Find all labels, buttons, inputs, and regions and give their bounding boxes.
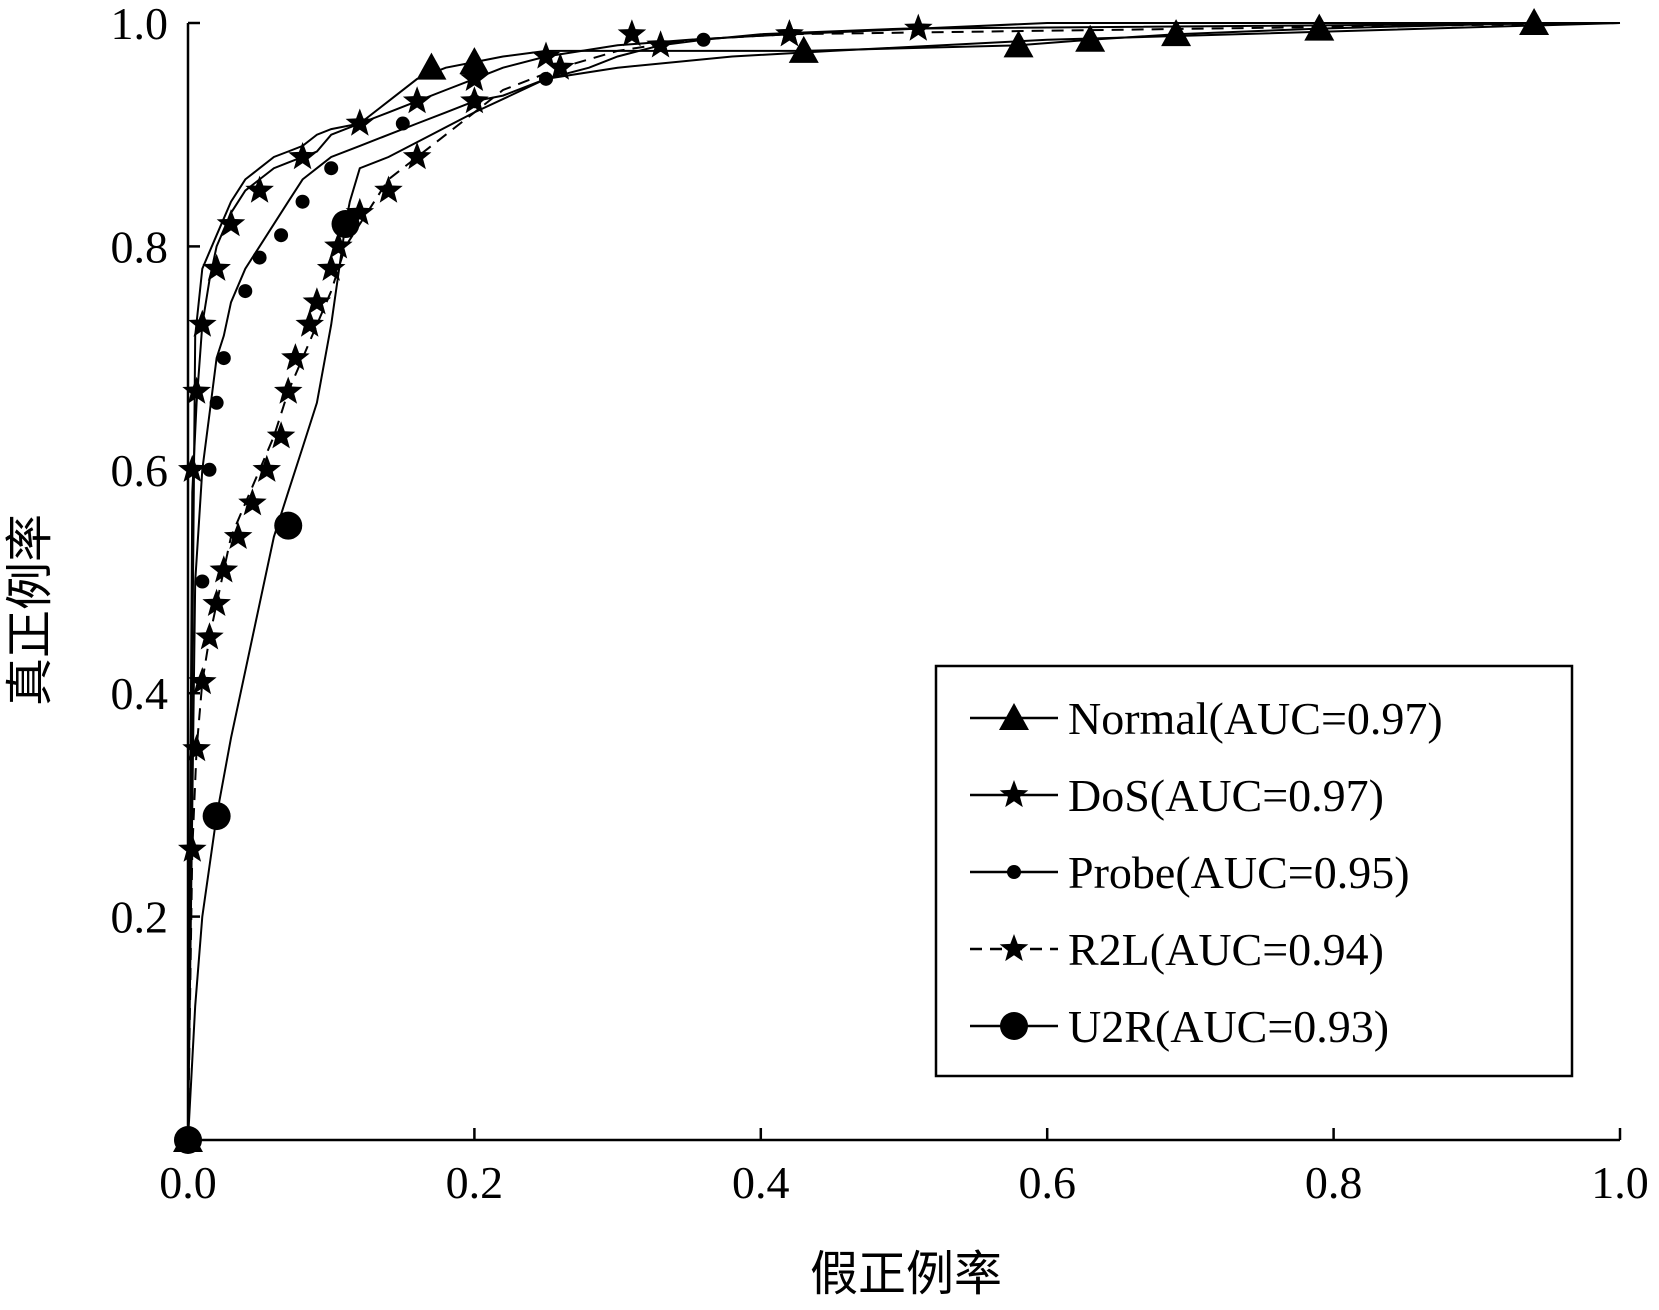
dot-marker <box>539 71 553 86</box>
star-marker <box>904 13 933 41</box>
dot-marker <box>209 395 224 410</box>
star-marker <box>245 175 274 203</box>
circle-marker <box>202 802 231 831</box>
legend-label: U2R(AUC=0.93) <box>1068 1001 1389 1052</box>
y-tick-label: 0.4 <box>111 668 169 719</box>
star-marker <box>295 309 324 337</box>
x-tick-label: 0.6 <box>1018 1157 1076 1208</box>
star-marker <box>460 63 489 91</box>
star-marker <box>274 376 303 404</box>
dot-marker <box>324 161 339 176</box>
circle-marker <box>331 210 360 239</box>
star-marker <box>402 86 432 114</box>
star-marker <box>202 253 231 281</box>
dot-marker <box>1007 865 1021 879</box>
triangle-marker <box>1161 19 1192 47</box>
star-marker <box>460 86 489 114</box>
dot-marker <box>216 351 231 366</box>
x-tick-label: 1.0 <box>1591 1157 1649 1208</box>
axes <box>186 21 1622 1142</box>
x-tick-label: 0.4 <box>732 1157 790 1208</box>
star-marker <box>238 488 267 516</box>
star-marker <box>999 934 1029 962</box>
star-marker <box>182 376 211 404</box>
legend-item: Probe(AUC=0.95) <box>970 847 1410 898</box>
dot-marker <box>295 194 310 209</box>
triangle-marker <box>416 52 447 80</box>
triangle-marker <box>999 703 1029 730</box>
star-marker <box>216 209 246 237</box>
legend-label: R2L(AUC=0.94) <box>1068 924 1384 975</box>
triangle-marker <box>1003 30 1034 58</box>
star-marker <box>302 287 332 315</box>
star-marker <box>546 52 575 80</box>
star-marker <box>775 19 804 47</box>
dot-marker <box>238 284 253 299</box>
star-marker <box>266 421 296 449</box>
star-marker <box>182 734 211 762</box>
y-tick-label: 0.2 <box>111 892 169 943</box>
legend-item: U2R(AUC=0.93) <box>970 1001 1389 1052</box>
legend-label: Probe(AUC=0.95) <box>1068 847 1410 898</box>
circle-marker <box>274 511 303 540</box>
x-tick-label: 0.0 <box>159 1157 217 1208</box>
star-marker <box>188 667 217 695</box>
star-marker <box>223 521 253 549</box>
star-marker <box>316 253 346 281</box>
legend: Normal(AUC=0.97) DoS(AUC=0.97) Probe(AUC=0… <box>934 664 1574 1078</box>
star-marker <box>178 834 207 862</box>
legend-label: DoS(AUC=0.97) <box>1068 770 1384 821</box>
triangle-marker <box>788 35 819 63</box>
y-tick-label: 0.8 <box>111 221 169 272</box>
star-marker <box>195 622 224 650</box>
star-marker <box>288 142 317 170</box>
series-line <box>187 22 1621 1141</box>
triangle-marker <box>1075 24 1106 52</box>
star-marker <box>324 231 353 259</box>
x-tick-label: 0.2 <box>446 1157 504 1208</box>
triangle-marker <box>1304 13 1335 41</box>
y-tick-label: 1.0 <box>111 0 169 49</box>
star-marker <box>617 19 647 47</box>
legend-label: Normal(AUC=0.97) <box>1068 693 1443 744</box>
legend-item: DoS(AUC=0.97) <box>970 770 1384 821</box>
x-axis-label: 假正例率 <box>810 1246 1002 1302</box>
y-tick-labels: 0.2 0.4 0.6 0.8 1.0 <box>111 0 169 943</box>
triangle-marker <box>459 47 490 75</box>
star-marker <box>402 142 432 170</box>
series-line <box>187 22 1621 1141</box>
x-tick-label: 0.8 <box>1305 1157 1363 1208</box>
legend-item: Normal(AUC=0.97) <box>970 693 1443 744</box>
star-marker <box>345 108 375 136</box>
star-marker <box>646 30 675 58</box>
star-marker <box>345 197 375 225</box>
star-marker <box>999 780 1029 808</box>
star-marker <box>252 454 281 482</box>
dot-marker <box>195 574 210 589</box>
dot-marker <box>696 32 711 47</box>
star-marker <box>531 41 561 69</box>
circle-marker <box>1000 1012 1028 1040</box>
dot-marker <box>395 116 410 131</box>
star-marker <box>281 343 310 371</box>
star-marker <box>202 588 231 616</box>
y-tick-label: 0.6 <box>111 445 169 496</box>
dot-marker <box>252 250 267 265</box>
dot-marker <box>202 462 217 477</box>
star-marker <box>374 175 403 203</box>
star-marker <box>188 309 217 337</box>
y-axis-label: 真正例率 <box>2 514 58 706</box>
dot-marker <box>274 228 289 243</box>
x-tick-labels: 0.0 0.2 0.4 0.6 0.8 1.0 <box>159 1157 1649 1208</box>
star-marker <box>178 454 207 482</box>
legend-item: R2L(AUC=0.94) <box>970 924 1384 975</box>
star-marker <box>209 555 239 583</box>
triangle-marker <box>1519 8 1550 35</box>
